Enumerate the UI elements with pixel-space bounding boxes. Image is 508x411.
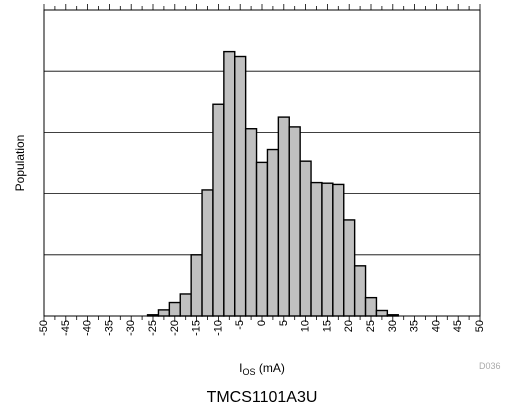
x-tick-label: 35 [409, 320, 421, 332]
figure-id: D036 [479, 361, 501, 371]
histogram-bar [266, 148, 280, 317]
x-tick-label: 50 [474, 320, 486, 332]
x-axis-title-unit: (mA) [256, 361, 285, 375]
histogram-bar [244, 128, 258, 317]
x-axis-tick-labels: -50 -45 -40 -35 -30 -25 -20 -15 -10 -5 0 5 10 15 20 25 3… [38, 320, 486, 336]
histogram-bar [332, 183, 345, 317]
x-axis-title: IOS (mA) [239, 361, 285, 377]
histogram-bar [310, 181, 323, 317]
histogram-bar [234, 55, 247, 317]
x-tick-label: 0 [256, 320, 268, 326]
x-tick-label: 30 [387, 320, 399, 332]
histogram-bar [353, 265, 367, 317]
histogram-bar [299, 160, 312, 317]
histogram-bar [223, 50, 236, 317]
x-tick-label: -35 [103, 320, 115, 336]
x-tick-label: 25 [365, 320, 377, 332]
x-tick-label: 15 [321, 320, 333, 332]
x-axis-title-main: I [239, 361, 242, 375]
histogram-bar [343, 219, 356, 317]
histogram-bar [277, 116, 290, 317]
histogram-bar [364, 296, 378, 317]
histogram-bar [168, 301, 181, 317]
histogram-bar [212, 103, 225, 317]
x-tick-label: -45 [60, 320, 72, 336]
x-tick-label: 45 [452, 320, 464, 332]
histogram-bar [179, 293, 192, 317]
x-tick-label: 5 [278, 320, 290, 326]
x-tick-label: -30 [125, 320, 137, 336]
x-tick-label: -20 [169, 320, 181, 336]
x-tick-label: 10 [300, 320, 312, 332]
histogram-bar [190, 254, 203, 317]
x-tick-label: -25 [147, 320, 159, 336]
histogram-bars [146, 50, 399, 317]
histogram-bar [255, 161, 269, 317]
histogram-bar [321, 182, 334, 317]
x-tick-label: -40 [82, 320, 94, 336]
histogram-bar [375, 309, 389, 317]
x-tick-label: 40 [430, 320, 442, 332]
histogram-bar [157, 309, 171, 317]
x-tick-label: -50 [38, 320, 50, 336]
x-tick-label: -10 [212, 320, 224, 336]
x-tick-label: -15 [191, 320, 203, 336]
histogram-bar [288, 126, 301, 317]
x-axis-ticks [43, 4, 481, 322]
x-tick-label: -5 [234, 320, 246, 330]
histogram-bar [201, 189, 214, 317]
x-tick-label: 20 [343, 320, 355, 332]
x-axis-title-subscript: OS [243, 367, 256, 377]
y-axis-title: Population [13, 135, 27, 192]
chart-caption: TMCS1101A3U [207, 389, 318, 406]
